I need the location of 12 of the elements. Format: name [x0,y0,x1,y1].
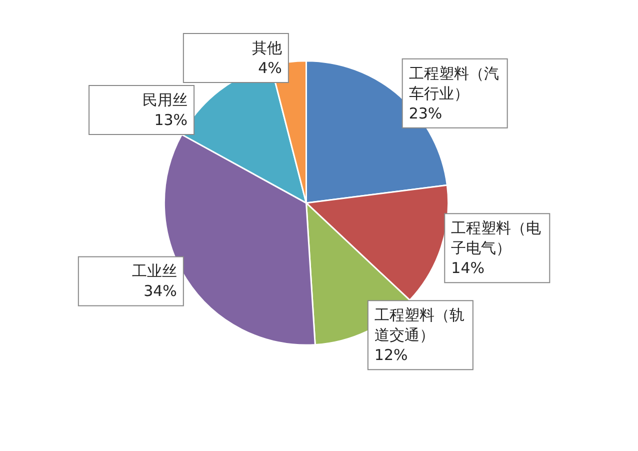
data-label: 12% [374,346,408,364]
data-label: 34% [144,282,177,300]
data-label: 4% [258,59,282,78]
slice-label: 工程塑料（电子电气） [451,219,542,258]
slice-label: 民用丝 [142,91,188,110]
data-label: 23% [408,104,442,122]
data-label: 13% [154,111,188,130]
slice-label: 工程塑料（汽车行业） [408,64,499,102]
slice-label: 其他 [252,39,282,58]
slice-label: 工程塑料（轨道交通） [374,306,464,344]
slice-label: 工业丝 [132,262,177,280]
data-label: 14% [451,259,484,278]
